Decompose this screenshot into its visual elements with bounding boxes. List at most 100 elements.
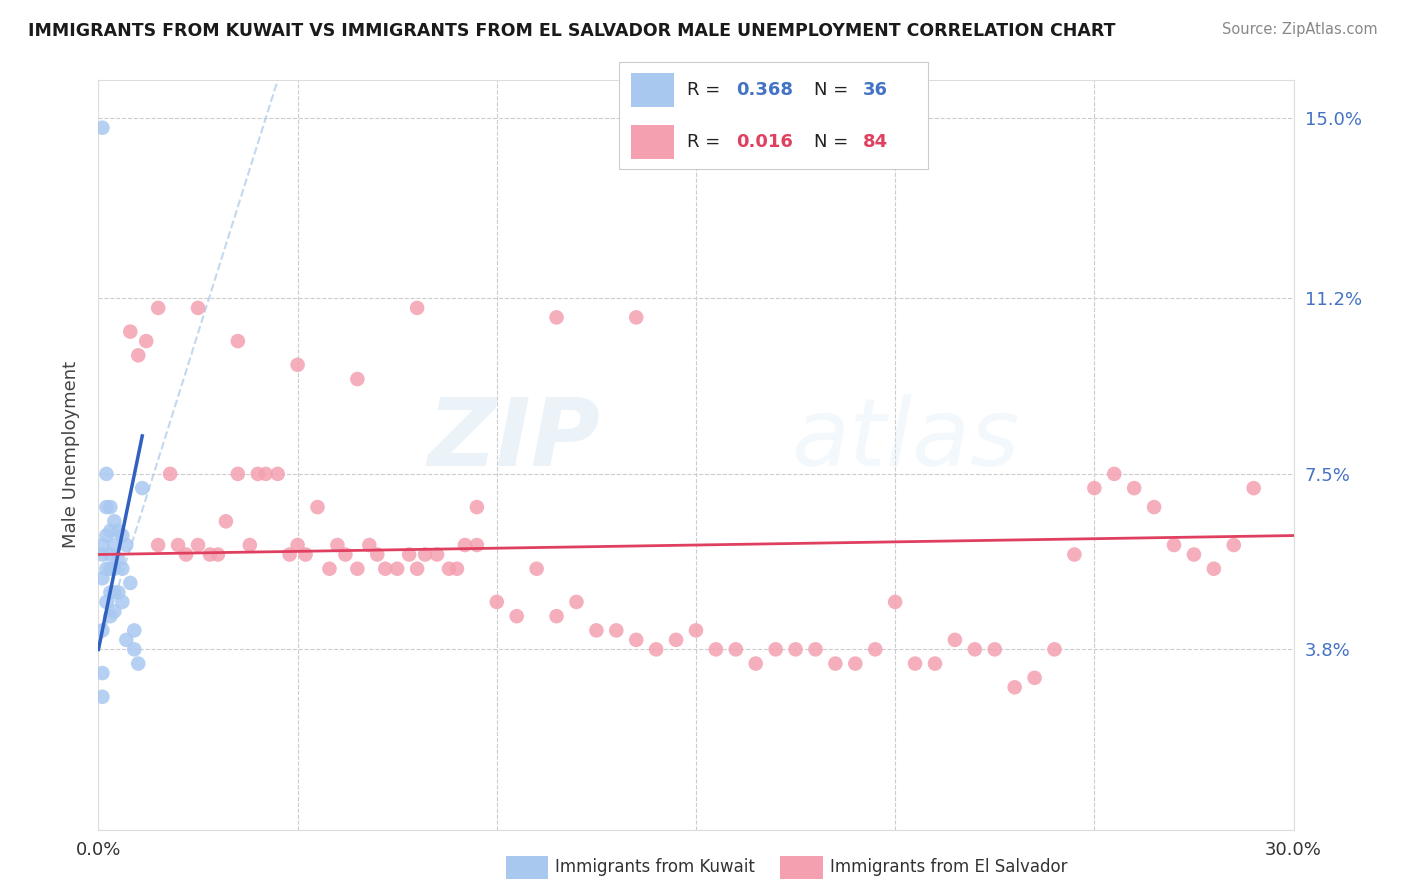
Point [307,500,329,514]
Point [98,548,122,562]
Point [98,500,122,514]
Point [187,538,209,552]
Text: Source: ZipAtlas.com: Source: ZipAtlas.com [1222,22,1378,37]
Point [198,548,221,562]
Point [804,642,827,657]
Bar [631,73,675,107]
Point [96,595,118,609]
Point [626,632,648,647]
Point [98,585,122,599]
Point [413,548,436,562]
Point [1024,671,1046,685]
Point [287,358,309,372]
Point [107,552,129,566]
Point [1202,562,1225,576]
Point [844,657,866,671]
Point [254,467,277,481]
Point [127,657,149,671]
Point [91,571,114,585]
Point [585,624,607,638]
Point [385,562,409,576]
Point [1123,481,1146,495]
Point [287,538,309,552]
Point [111,595,134,609]
Point [187,301,209,315]
Point [924,657,946,671]
Point [124,642,146,657]
Point [904,657,927,671]
Point [366,548,388,562]
Point [120,325,142,339]
Point [1104,467,1126,481]
Text: 36: 36 [863,81,889,99]
Point [226,467,249,481]
Point [565,595,588,609]
Point [984,642,1007,657]
Point [120,576,142,591]
Point [103,562,125,576]
Point [446,562,468,576]
Point [91,690,114,704]
Point [1143,500,1166,514]
Point [724,642,747,657]
Point [1163,538,1185,552]
Point [207,548,229,562]
Point [1243,481,1265,495]
Point [294,548,316,562]
Point [96,562,118,576]
Point [546,310,568,325]
Point [526,562,548,576]
Text: R =: R = [686,81,725,99]
Point [824,657,846,671]
Point [278,548,301,562]
Point [267,467,290,481]
Point [884,595,907,609]
Text: N =: N = [814,81,853,99]
Point [326,538,349,552]
Point [465,538,488,552]
Point [91,538,114,552]
Point [626,310,648,325]
Point [148,301,170,315]
Point [167,538,190,552]
Point [374,562,396,576]
Point [1223,538,1246,552]
Text: 0.016: 0.016 [737,133,793,151]
Point [865,642,887,657]
Point [605,624,627,638]
Point [246,467,269,481]
Text: R =: R = [686,133,725,151]
Bar [631,125,675,159]
Point [174,548,197,562]
Text: 84: 84 [863,133,889,151]
Point [546,609,568,624]
Point [98,562,122,576]
Point [685,624,707,638]
Point [506,609,529,624]
Point [943,632,966,647]
Point [1004,681,1026,695]
Point [98,609,122,624]
Point [159,467,181,481]
Point [91,548,114,562]
Point [745,657,768,671]
Point [148,538,170,552]
Point [963,642,986,657]
Y-axis label: Male Unemployment: Male Unemployment [62,361,80,549]
Point [103,585,125,599]
Point [115,632,138,647]
Point [785,642,807,657]
Text: Immigrants from El Salvador: Immigrants from El Salvador [830,858,1067,876]
Point [111,528,134,542]
Text: ZIP: ZIP [427,394,600,486]
Point [103,538,125,552]
Point [406,562,429,576]
Point [96,528,118,542]
Point [1182,548,1205,562]
Point [406,301,429,315]
Point [1083,481,1105,495]
Point [103,514,125,528]
Point [335,548,357,562]
Point [359,538,381,552]
Text: N =: N = [814,133,853,151]
